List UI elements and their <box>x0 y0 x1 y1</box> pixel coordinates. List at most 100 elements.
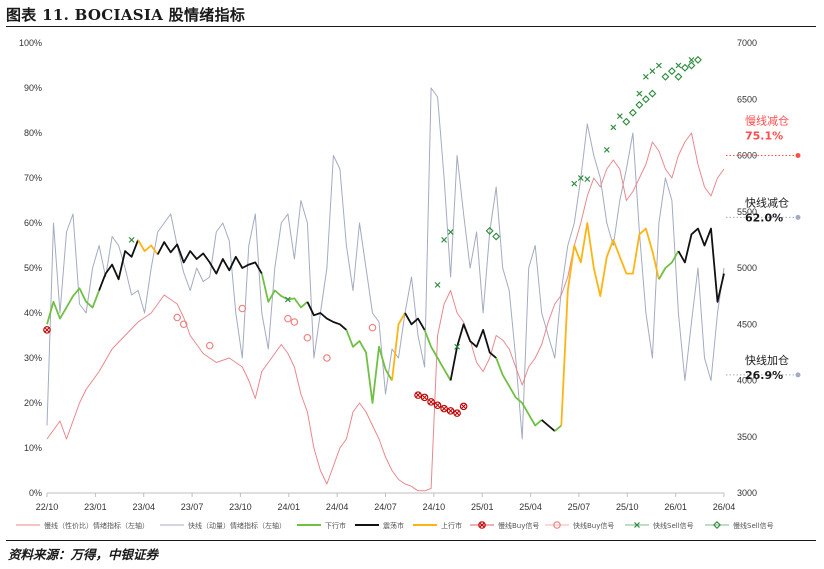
x-tick-label: 24/04 <box>326 502 349 512</box>
y-right-tick-label: 5500 <box>737 207 757 217</box>
index-segment <box>554 424 562 432</box>
fast-buy-marker <box>238 304 247 313</box>
x-tick-label: 25/01 <box>471 502 494 512</box>
fast-buy-marker <box>290 318 299 326</box>
slow-buy-marker <box>427 398 435 406</box>
annotation-value: 75.1% <box>745 130 783 143</box>
annotation-dot <box>795 372 801 378</box>
slow-sell-marker <box>680 63 689 72</box>
index-segment <box>306 301 347 331</box>
fast-buy-marker <box>323 354 331 362</box>
x-tick-label: 25/10 <box>616 502 639 512</box>
slow-buy-marker <box>420 393 429 402</box>
legend-swatch-marker-stroke <box>634 522 640 528</box>
legend-swatch-marker <box>553 521 561 529</box>
slow-buy-marker-stroke <box>435 402 440 408</box>
slow-sell-marker <box>667 67 676 76</box>
index-segment <box>404 312 426 331</box>
index-segment <box>46 287 100 325</box>
annotation-dot <box>795 153 801 158</box>
fast-sell-marker-stroke <box>649 68 656 75</box>
legend-label: 慢线Sell信号 <box>733 521 774 530</box>
slow-line-series <box>46 132 725 492</box>
y-left-tick-label: 20% <box>24 398 42 408</box>
legend-label: 快线Sell信号 <box>653 521 694 530</box>
y-right-tick-label: 4000 <box>737 376 757 386</box>
slow-sell-marker <box>648 89 657 98</box>
fast-buy-marker <box>284 314 292 323</box>
slow-sell-marker <box>628 108 637 117</box>
y-left-tick-label: 60% <box>24 218 42 228</box>
legend-label: 慢线Buy信号 <box>498 521 539 530</box>
y-right-tick-label: 3000 <box>737 488 757 498</box>
legend-label: 快线（动量）情绪指标（左轴） <box>188 521 286 530</box>
x-tick-label: 24/10 <box>423 502 446 512</box>
annotation-label: 慢线减仓 <box>745 114 789 128</box>
slow-sell-marker <box>674 72 683 81</box>
fast-sell-marker-stroke <box>616 113 623 120</box>
y-left-tick-label: 80% <box>24 128 42 138</box>
y-left-tick-label: 50% <box>24 263 42 273</box>
slow-buy-marker <box>43 326 51 334</box>
fast-sell-marker-stroke <box>454 343 461 350</box>
slow-buy-marker-stroke <box>422 395 427 400</box>
y-left-tick-label: 90% <box>24 83 42 93</box>
slow-buy-marker <box>433 401 442 410</box>
annotation-value: 26.9% <box>745 369 783 382</box>
y-right-tick-label: 6500 <box>737 94 757 104</box>
index-segment <box>618 227 660 280</box>
x-tick-label: 25/07 <box>568 502 591 512</box>
x-tick-label: 23/04 <box>132 502 155 512</box>
fast-sell-marker-stroke <box>441 236 448 243</box>
y-left-tick-label: 70% <box>24 173 42 183</box>
fast-sell-marker-stroke <box>284 296 291 303</box>
index-segment <box>260 273 308 309</box>
y-left-tick-label: 40% <box>24 308 42 318</box>
x-tick-label: 23/07 <box>181 502 204 512</box>
slow-buy-marker-stroke <box>461 404 466 409</box>
index-segment <box>658 250 680 280</box>
slow-buy-marker-stroke <box>415 392 421 398</box>
legend-swatch-marker <box>713 521 721 529</box>
fast-sell-marker-stroke <box>636 90 643 97</box>
slow-sell-marker <box>641 95 650 104</box>
index-segment <box>345 329 393 404</box>
y-right-tick-label: 7000 <box>737 38 757 48</box>
legend-label: 上行市 <box>441 521 462 530</box>
annotation-value: 62.0% <box>745 211 783 224</box>
fast-buy-marker <box>173 313 181 322</box>
fast-sell-marker-stroke <box>642 73 649 80</box>
fast-line-series <box>46 87 725 440</box>
x-tick-label: 22/10 <box>36 502 59 512</box>
y-right-tick-label: 3500 <box>737 432 757 442</box>
legend-swatch-marker <box>478 521 486 529</box>
x-tick-label: 23/01 <box>84 502 107 512</box>
annotation-label: 快线减仓 <box>745 195 789 209</box>
index-segment <box>495 357 543 427</box>
legend-label: 快线Buy信号 <box>573 521 614 530</box>
annotation-label: 快线加仓 <box>745 353 789 367</box>
legend-label: 慢线（性价比）情绪指标（左轴） <box>44 521 149 530</box>
slow-sell-marker <box>485 226 494 235</box>
fast-sell-marker-stroke <box>571 180 578 187</box>
slow-sell-marker <box>693 55 702 64</box>
y-right-tick-label: 5000 <box>737 263 757 273</box>
legend-label: 震荡市 <box>383 521 404 530</box>
x-tick-label: 24/07 <box>374 502 397 512</box>
source-rule <box>6 540 816 541</box>
y-left-tick-label: 0% <box>29 488 42 498</box>
fast-sell-marker-stroke <box>577 175 584 181</box>
fast-sell-marker-stroke <box>447 229 454 235</box>
index-segment <box>541 419 556 432</box>
index-segment <box>677 227 725 303</box>
slow-sell-marker <box>492 232 501 241</box>
slow-buy-marker <box>453 409 461 417</box>
slow-buy-marker <box>414 391 422 399</box>
legend-swatch-marker-stroke <box>479 522 485 528</box>
slow-buy-marker-stroke <box>44 327 50 333</box>
index-segment <box>156 241 263 275</box>
y-right-tick-label: 4500 <box>737 319 757 329</box>
fast-sell-marker-stroke <box>688 56 695 63</box>
annotation-dot <box>795 214 801 220</box>
